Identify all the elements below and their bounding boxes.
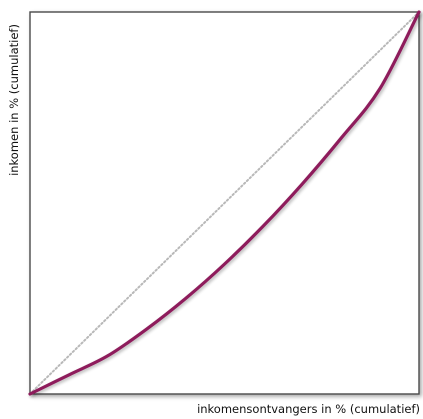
x-axis-label: inkomensontvangers in % (cumulatief) xyxy=(197,402,420,416)
series-layer xyxy=(28,10,421,396)
equality-diagonal-line xyxy=(29,11,420,395)
lorenz-curve-line xyxy=(28,10,421,396)
y-axis-label: inkomen in % (cumulatief) xyxy=(7,24,21,176)
